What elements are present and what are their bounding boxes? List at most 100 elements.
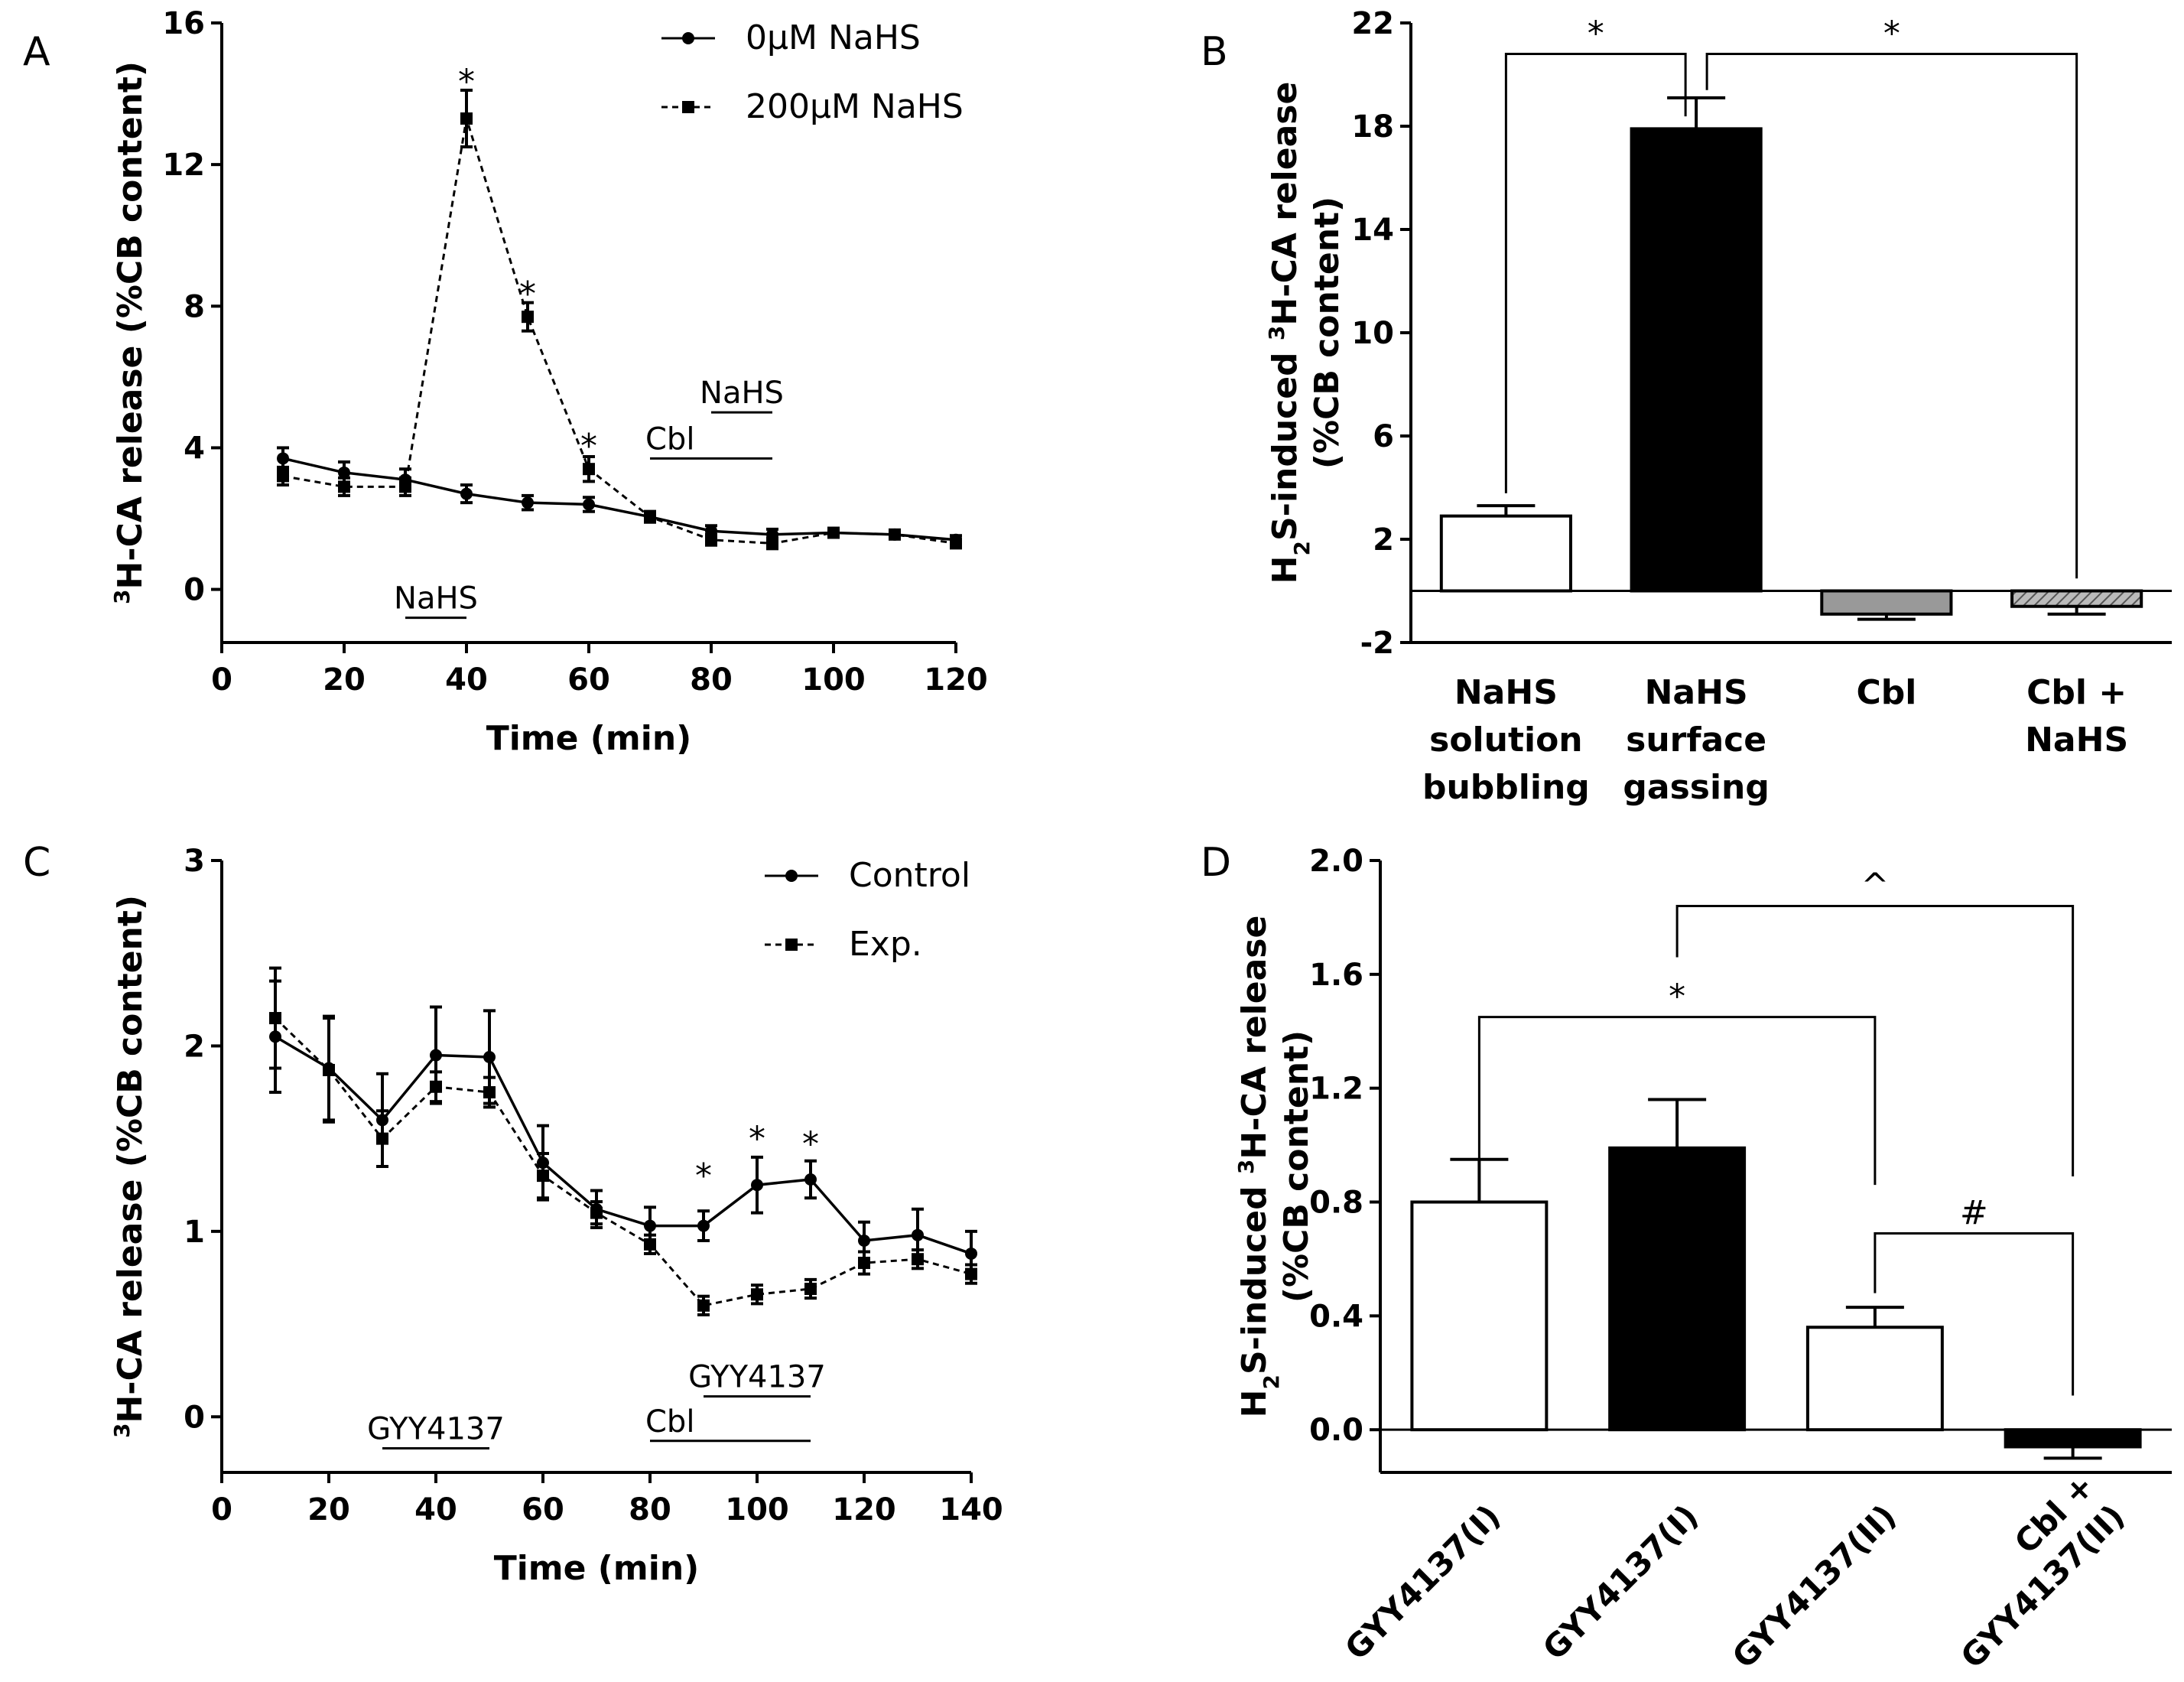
y-tick-label: 1 — [184, 1215, 205, 1250]
significance-marker: * — [802, 1125, 819, 1164]
significance-marker: * — [519, 275, 536, 314]
data-point — [483, 1086, 496, 1099]
y-tick-label: 2 — [184, 1029, 205, 1064]
y-tick-label: 0 — [184, 573, 205, 608]
y-tick-label: 16 — [162, 6, 205, 41]
significance-bracket — [1874, 1231, 2075, 1396]
y-tick-label: 2.0 — [1309, 844, 1363, 879]
category-label: NaHS — [2025, 721, 2128, 760]
category-label: NaHS — [1454, 673, 1558, 712]
legend-marker — [682, 32, 694, 44]
data-point — [269, 1012, 281, 1025]
significance-bracket — [1705, 53, 2078, 579]
category-label: bubbling — [1422, 768, 1590, 807]
category-label: GYY4137(I) — [1337, 1497, 1507, 1667]
data-point — [644, 1219, 656, 1232]
x-tick-label: 140 — [939, 1492, 1003, 1527]
treatment-label: Cbl — [645, 1404, 694, 1440]
legend-marker — [682, 101, 694, 113]
data-point — [583, 498, 595, 511]
significance-marker: ^ — [1861, 867, 1889, 906]
data-point — [965, 1267, 977, 1280]
data-point — [277, 452, 289, 465]
data-point — [483, 1050, 496, 1063]
significance-marker: * — [1669, 978, 1685, 1017]
y-tick-label: 12 — [162, 148, 205, 183]
bar-1 — [1608, 1146, 1747, 1432]
x-tick-label: 20 — [307, 1492, 350, 1527]
category-label: Cbl — [1856, 673, 1916, 712]
y-tick-label: 22 — [1351, 6, 1394, 41]
data-point — [277, 470, 289, 483]
y-tick-label: 0.8 — [1309, 1186, 1363, 1221]
significance-marker: * — [749, 1119, 765, 1158]
data-point — [522, 311, 534, 324]
data-point — [858, 1257, 870, 1270]
data-point — [323, 1063, 335, 1076]
x-tick-label: 80 — [629, 1492, 671, 1527]
panel-c-line-chart: C 0 1 2 3 0 20 40 60 80 100 120 140 Time (min) 3H-CA r… — [23, 840, 1003, 1588]
data-point — [590, 1206, 603, 1219]
legend-entry: 0µM NaHS — [746, 18, 921, 57]
bar-3 — [2004, 1428, 2142, 1449]
data-point — [583, 463, 595, 476]
data-point — [858, 1234, 870, 1247]
category-label: NaHS — [1645, 673, 1748, 712]
legend-entry: 200µM NaHS — [746, 87, 964, 126]
y-tick-label: 3 — [184, 844, 205, 879]
y-tick-label: 2 — [1373, 522, 1394, 558]
series-line-0 — [275, 1035, 972, 1255]
data-point — [804, 1283, 817, 1295]
data-point — [804, 1173, 817, 1186]
data-point — [751, 1179, 763, 1192]
data-point — [338, 480, 350, 493]
bar-1 — [1630, 127, 1763, 593]
panel-letter-d: D — [1201, 840, 1231, 886]
x-tick-label: 120 — [832, 1492, 896, 1527]
data-point — [399, 480, 411, 493]
significance-marker: * — [1883, 15, 1900, 54]
panel-letter-c: C — [23, 840, 50, 886]
x-tick-label: 120 — [924, 662, 988, 698]
bar-2 — [1805, 1326, 1944, 1432]
y-axis-label: 3H-CA release (%CB content) — [109, 895, 151, 1438]
data-point — [460, 487, 473, 500]
x-tick-label: 0 — [211, 1492, 232, 1527]
y-tick-label: 1.6 — [1309, 958, 1363, 993]
series-line-1 — [274, 1017, 972, 1307]
category-label: surface — [1626, 721, 1766, 760]
data-point — [766, 537, 778, 550]
series-line-0 — [282, 457, 957, 542]
data-point — [912, 1228, 924, 1241]
x-tick-label: 40 — [414, 1492, 457, 1527]
y-axis-label-line2: (%CB content) — [1308, 197, 1347, 469]
x-tick-label: 20 — [323, 662, 366, 698]
legend-marker — [785, 870, 798, 882]
significance-marker: * — [1588, 15, 1604, 54]
treatment-label: Cbl — [645, 421, 694, 457]
y-tick-label: 4 — [184, 431, 205, 466]
category-label: gassing — [1623, 768, 1769, 807]
data-point — [522, 496, 534, 509]
x-axis-label: Time (min) — [486, 719, 692, 758]
bar-0 — [1410, 1200, 1549, 1432]
y-axis-label-line2: (%CB content) — [1277, 1030, 1316, 1303]
series-line-1 — [282, 118, 957, 545]
category-label: solution — [1429, 721, 1583, 760]
panel-d-bar-chart: D 0.0 0.4 0.8 1.2 1.6 2.0 H2S-induced 3H-CA rel… — [1201, 840, 2172, 1676]
y-tick-label: 18 — [1351, 109, 1394, 145]
significance-marker: * — [695, 1157, 712, 1196]
data-point — [376, 1132, 388, 1145]
data-point — [644, 1238, 656, 1251]
panel-a-line-chart: A 0 4 8 12 16 0 20 40 60 80 100 120 Time (min) 3H-CA r… — [23, 6, 988, 758]
x-tick-label: 60 — [522, 1492, 564, 1527]
panel-letter-b: B — [1201, 29, 1228, 75]
data-point — [697, 1299, 710, 1312]
data-point — [430, 1080, 442, 1093]
significance-bracket — [1675, 905, 2075, 1177]
y-tick-label: 10 — [1351, 316, 1394, 351]
data-point — [827, 526, 840, 539]
x-tick-label: 0 — [211, 662, 232, 698]
bar-0 — [1439, 514, 1572, 593]
